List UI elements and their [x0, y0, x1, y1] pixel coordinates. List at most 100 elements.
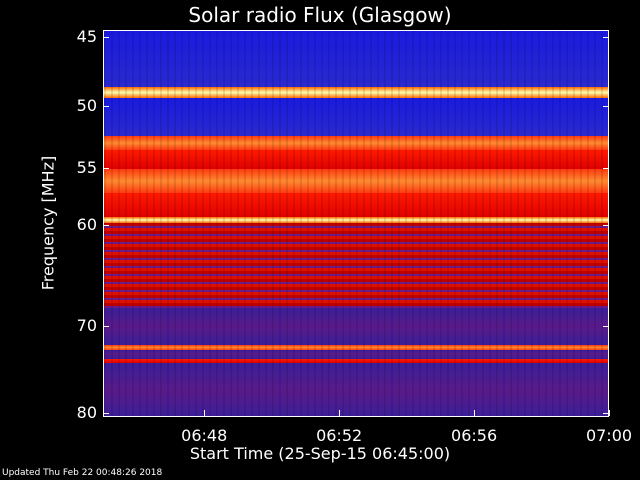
- time-stripe: [146, 31, 148, 416]
- time-stripe: [118, 31, 120, 416]
- y-tick-mark: [103, 325, 109, 327]
- time-stripe: [321, 31, 323, 416]
- time-stripe: [545, 31, 547, 416]
- frequency-band: [104, 363, 608, 416]
- time-stripe: [230, 31, 232, 416]
- time-stripe: [328, 31, 330, 416]
- time-stripe: [188, 31, 190, 416]
- time-stripe: [580, 31, 582, 416]
- time-stripe: [335, 31, 337, 416]
- time-stripe: [510, 31, 512, 416]
- time-stripe: [370, 31, 372, 416]
- time-stripe: [314, 31, 316, 416]
- time-stripe: [461, 31, 463, 416]
- time-stripe: [237, 31, 239, 416]
- time-stripe: [503, 31, 505, 416]
- y-tick-mark: [603, 225, 609, 227]
- frequency-band: [104, 97, 608, 137]
- time-stripe: [349, 31, 351, 416]
- x-tick-mark: [474, 410, 476, 416]
- time-stripe: [356, 31, 358, 416]
- time-stripe: [594, 31, 596, 416]
- time-stripe: [517, 31, 519, 416]
- time-stripe: [286, 31, 288, 416]
- frequency-band: [104, 222, 608, 308]
- spectrogram-plot-area: [103, 30, 609, 417]
- y-tick-label: 55: [76, 158, 97, 178]
- frequency-band: [104, 87, 608, 98]
- time-stripe: [251, 31, 253, 416]
- time-stripe: [153, 31, 155, 416]
- time-stripe: [279, 31, 281, 416]
- time-stripe: [104, 31, 106, 416]
- time-stripe: [573, 31, 575, 416]
- x-tick-mark: [609, 410, 610, 416]
- time-stripe: [195, 31, 197, 416]
- y-tick-mark: [103, 225, 109, 227]
- x-tick-label: 06:52: [316, 426, 363, 445]
- time-stripe: [559, 31, 561, 416]
- time-stripe: [132, 31, 134, 416]
- y-tick-mark: [603, 168, 609, 170]
- time-stripe: [391, 31, 393, 416]
- y-tick-label: 45: [76, 27, 97, 47]
- time-stripe: [538, 31, 540, 416]
- frequency-band: [104, 31, 608, 88]
- time-stripe: [482, 31, 484, 416]
- y-tick-mark: [103, 168, 109, 170]
- time-stripe: [167, 31, 169, 416]
- time-stripe: [566, 31, 568, 416]
- time-stripe: [447, 31, 449, 416]
- y-axis-label: Frequency [MHz]: [38, 155, 58, 291]
- time-stripe: [209, 31, 211, 416]
- time-stripe: [412, 31, 414, 416]
- y-tick-mark: [603, 325, 609, 327]
- time-stripe: [496, 31, 498, 416]
- y-tick-label: 60: [76, 215, 97, 235]
- time-stripe: [258, 31, 260, 416]
- time-stripe: [307, 31, 309, 416]
- time-stripe: [293, 31, 295, 416]
- y-tick-mark: [603, 106, 609, 108]
- time-stripe: [433, 31, 435, 416]
- time-stripe: [111, 31, 113, 416]
- frequency-band: [104, 169, 608, 193]
- time-stripe: [601, 31, 603, 416]
- x-axis-label: Start Time (25-Sep-15 06:45:00): [189, 444, 451, 463]
- time-stripe: [342, 31, 344, 416]
- x-tick-label: 07:00: [585, 426, 633, 445]
- time-stripe: [405, 31, 407, 416]
- time-stripe: [244, 31, 246, 416]
- time-stripe: [125, 31, 127, 416]
- time-stripe: [265, 31, 267, 416]
- time-stripe: [160, 31, 162, 416]
- y-tick-label: 70: [76, 315, 97, 335]
- time-stripe: [300, 31, 302, 416]
- y-tick-mark: [603, 412, 609, 414]
- time-stripe: [174, 31, 176, 416]
- frequency-band: [104, 345, 608, 350]
- time-stripe: [426, 31, 428, 416]
- x-tick-label: 06:56: [451, 426, 498, 445]
- time-stripe: [454, 31, 456, 416]
- time-stripe: [524, 31, 526, 416]
- x-tick-mark: [339, 410, 341, 416]
- chart-title: Solar radio Flux (Glasgow): [188, 3, 452, 27]
- y-tick-mark: [103, 412, 109, 414]
- time-stripe: [384, 31, 386, 416]
- time-stripe: [216, 31, 218, 416]
- x-tick-mark: [204, 410, 206, 416]
- frequency-band: [104, 217, 608, 223]
- time-stripe: [489, 31, 491, 416]
- time-stripe: [468, 31, 470, 416]
- frequency-band: [104, 358, 608, 364]
- time-stripe: [139, 31, 141, 416]
- time-stripe: [202, 31, 204, 416]
- frequency-band: [104, 307, 608, 346]
- time-stripe: [363, 31, 365, 416]
- time-stripe: [440, 31, 442, 416]
- time-stripe: [398, 31, 400, 416]
- updated-timestamp: Updated Thu Feb 22 00:48:26 2018: [2, 468, 163, 478]
- y-tick-label: 50: [76, 96, 97, 116]
